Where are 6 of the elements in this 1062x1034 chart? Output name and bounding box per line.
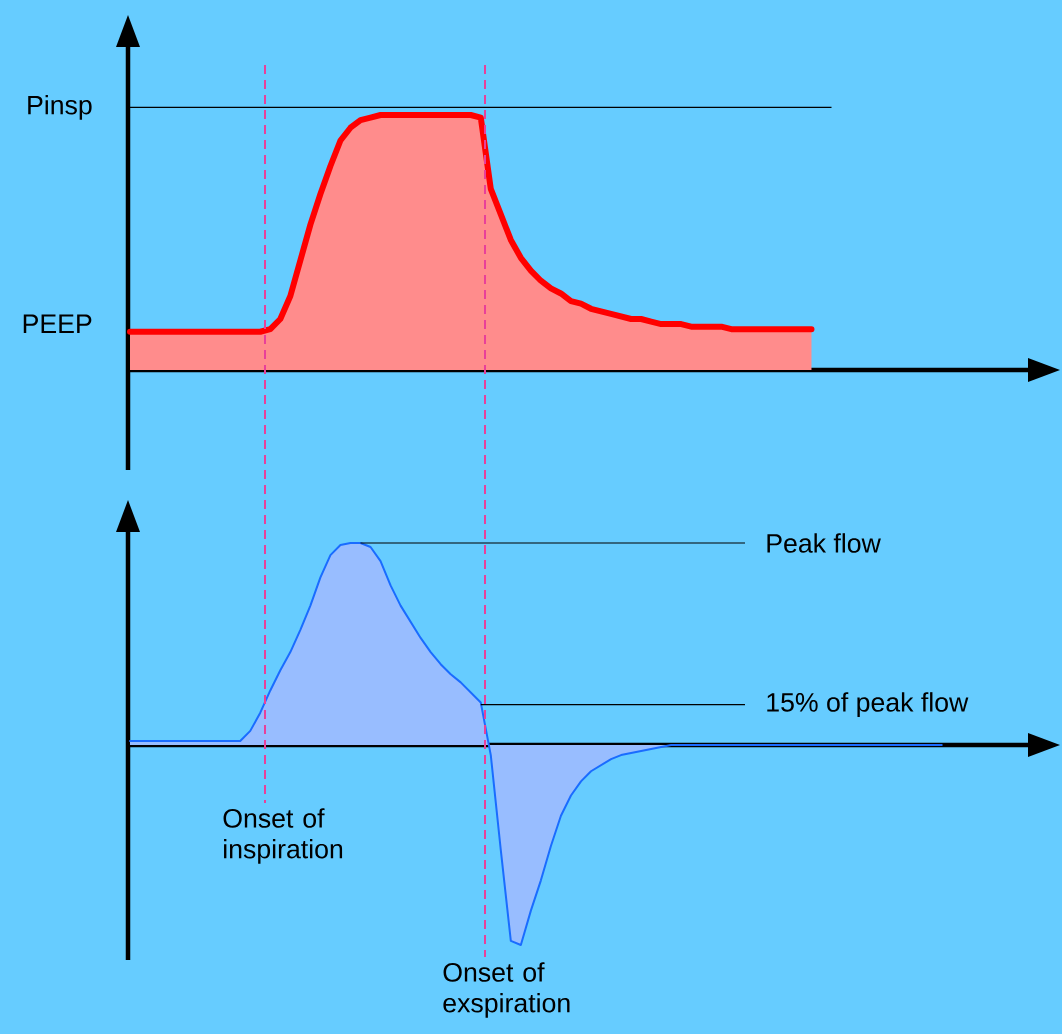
ref-line-label: 15% of peak flow — [767, 692, 969, 718]
ref-line-label: Pinsp — [28, 94, 92, 120]
annotation: Onset of inspiration — [223, 808, 343, 864]
ref-line-label: Peak flow — [767, 533, 881, 553]
text: Onset of exspiration — [443, 962, 570, 1018]
text: PEEP — [23, 314, 92, 333]
